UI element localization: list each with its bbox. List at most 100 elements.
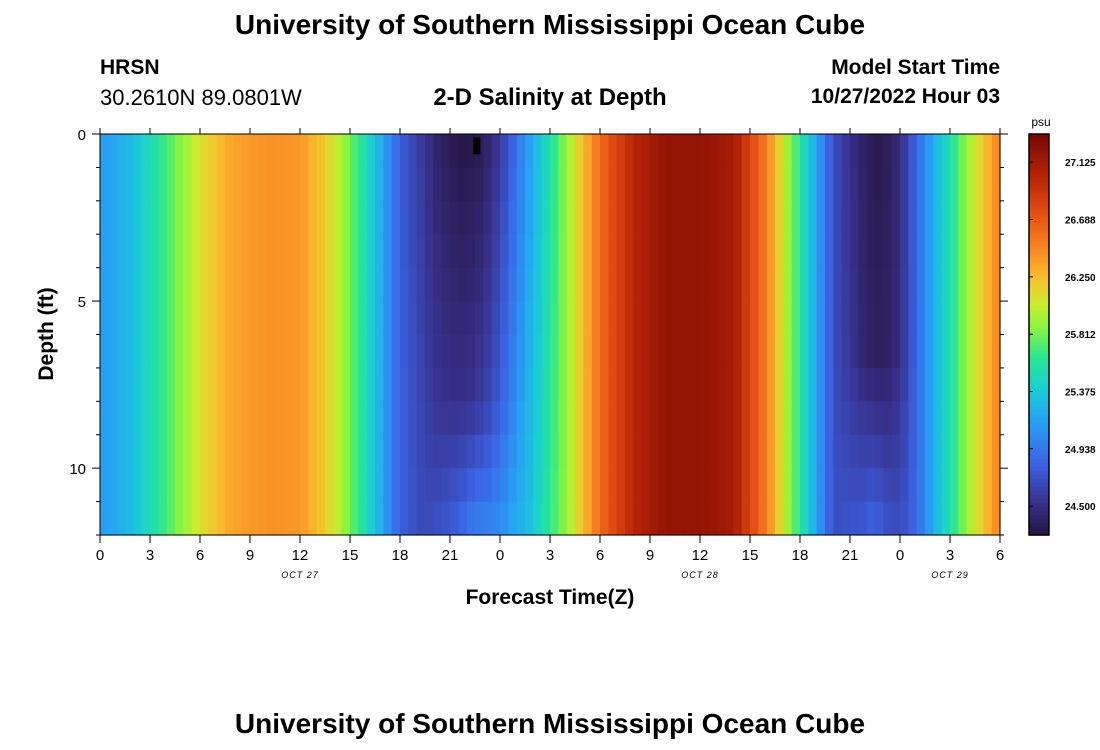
heatmap-cell <box>525 434 534 469</box>
colorbar-swatch <box>1029 250 1049 255</box>
heatmap-cell <box>141 401 151 436</box>
heatmap-cell <box>866 234 876 269</box>
heatmap-cell <box>183 200 193 235</box>
heatmap-cell <box>441 167 451 202</box>
heatmap-cell <box>650 334 659 369</box>
colorbar-swatch <box>1029 214 1049 219</box>
heatmap-cell <box>216 301 226 336</box>
heatmap-cell <box>500 501 509 536</box>
heatmap-cell <box>808 401 818 436</box>
heatmap-cell <box>400 167 409 202</box>
heatmap-cell <box>808 434 818 469</box>
heatmap-cell <box>766 367 776 402</box>
heatmap-cell <box>683 167 693 202</box>
heatmap-cell <box>341 434 351 469</box>
heatmap-cell <box>275 367 284 402</box>
heatmap-cell <box>516 367 526 402</box>
heatmap-cell <box>483 301 493 336</box>
heatmap-cell <box>925 501 934 536</box>
heatmap-cell <box>400 200 409 235</box>
heatmap-cell <box>100 501 109 536</box>
heatmap-cell <box>383 401 393 436</box>
heatmap-cell <box>175 167 184 202</box>
heatmap-cell <box>925 200 934 235</box>
heatmap-cell <box>558 468 568 503</box>
heatmap-cell <box>491 167 501 202</box>
heatmap-cell <box>658 267 668 302</box>
heatmap-cell <box>866 401 876 436</box>
heatmap-cell <box>291 301 301 336</box>
heatmap-cell <box>150 401 159 436</box>
heatmap-cell <box>675 401 684 436</box>
heatmap-cell <box>808 167 818 202</box>
heatmap-cell <box>925 134 934 169</box>
heatmap-cell <box>791 134 801 169</box>
heatmap-cell <box>250 200 259 235</box>
heatmap-cell <box>433 434 443 469</box>
heatmap-cell <box>633 267 643 302</box>
heatmap-cell <box>925 401 934 436</box>
heatmap-cell <box>216 434 226 469</box>
heatmap-cell <box>641 167 651 202</box>
heatmap-cell <box>416 234 426 269</box>
heatmap-cell <box>791 434 801 469</box>
heatmap-cell <box>283 401 293 436</box>
heatmap-cell <box>558 200 568 235</box>
heatmap-cell <box>316 401 326 436</box>
heatmap-cell <box>825 167 834 202</box>
heatmap-cell <box>750 501 759 536</box>
colorbar-swatch <box>1029 334 1049 340</box>
heatmap-cell <box>858 200 868 235</box>
heatmap-cell <box>616 200 626 235</box>
colorbar-swatch <box>1029 478 1049 484</box>
heatmap-cell <box>500 334 509 369</box>
heatmap-cell <box>116 167 126 202</box>
heatmap-cell <box>616 301 626 336</box>
heatmap-cell <box>108 501 118 536</box>
heatmap-cell <box>141 301 151 336</box>
heatmap-cell <box>266 401 276 436</box>
colorbar-tick-label: 25.812 <box>1065 330 1096 341</box>
heatmap-cell <box>583 267 593 302</box>
heatmap-cell <box>366 401 376 436</box>
heatmap-cell <box>875 267 884 302</box>
heatmap-cell <box>333 134 343 169</box>
heatmap-cell <box>216 468 226 503</box>
heatmap-cell <box>183 167 193 202</box>
heatmap-cell <box>866 301 876 336</box>
heatmap-cell <box>541 234 551 269</box>
heatmap-cell <box>816 200 826 235</box>
heatmap-cell <box>683 301 693 336</box>
heatmap-cell <box>541 468 551 503</box>
heatmap-cell <box>658 234 668 269</box>
heatmap-cell <box>483 234 493 269</box>
heatmap-cell <box>658 134 668 169</box>
heatmap-cell <box>266 434 276 469</box>
heatmap-cell <box>958 501 968 536</box>
heatmap-cell <box>733 134 743 169</box>
heatmap-cell <box>566 134 576 169</box>
colorbar-swatch <box>1029 354 1049 360</box>
heatmap-cell <box>750 267 759 302</box>
colorbar-swatch <box>1029 390 1049 396</box>
heatmap-cell <box>991 200 1001 235</box>
heatmap-cell <box>366 501 376 536</box>
colorbar-swatch <box>1029 282 1049 287</box>
heatmap-cell <box>900 468 909 503</box>
heatmap-cell <box>575 301 584 336</box>
heatmap-cell <box>291 234 301 269</box>
colorbar-swatch <box>1029 166 1049 171</box>
heatmap-cell <box>700 234 709 269</box>
heatmap-cell <box>466 401 476 436</box>
heatmap-cell <box>333 434 343 469</box>
heatmap-cell <box>983 367 993 402</box>
heatmap-cell <box>866 134 876 169</box>
heatmap-cell <box>275 301 284 336</box>
heatmap-cell <box>291 267 301 302</box>
heatmap-cell <box>800 167 809 202</box>
heatmap-cell <box>941 468 951 503</box>
heatmap-cell <box>850 334 859 369</box>
heatmap-cell <box>475 334 484 369</box>
heatmap-cell <box>233 267 243 302</box>
chart-subtitle: 2-D Salinity at Depth <box>433 84 667 111</box>
